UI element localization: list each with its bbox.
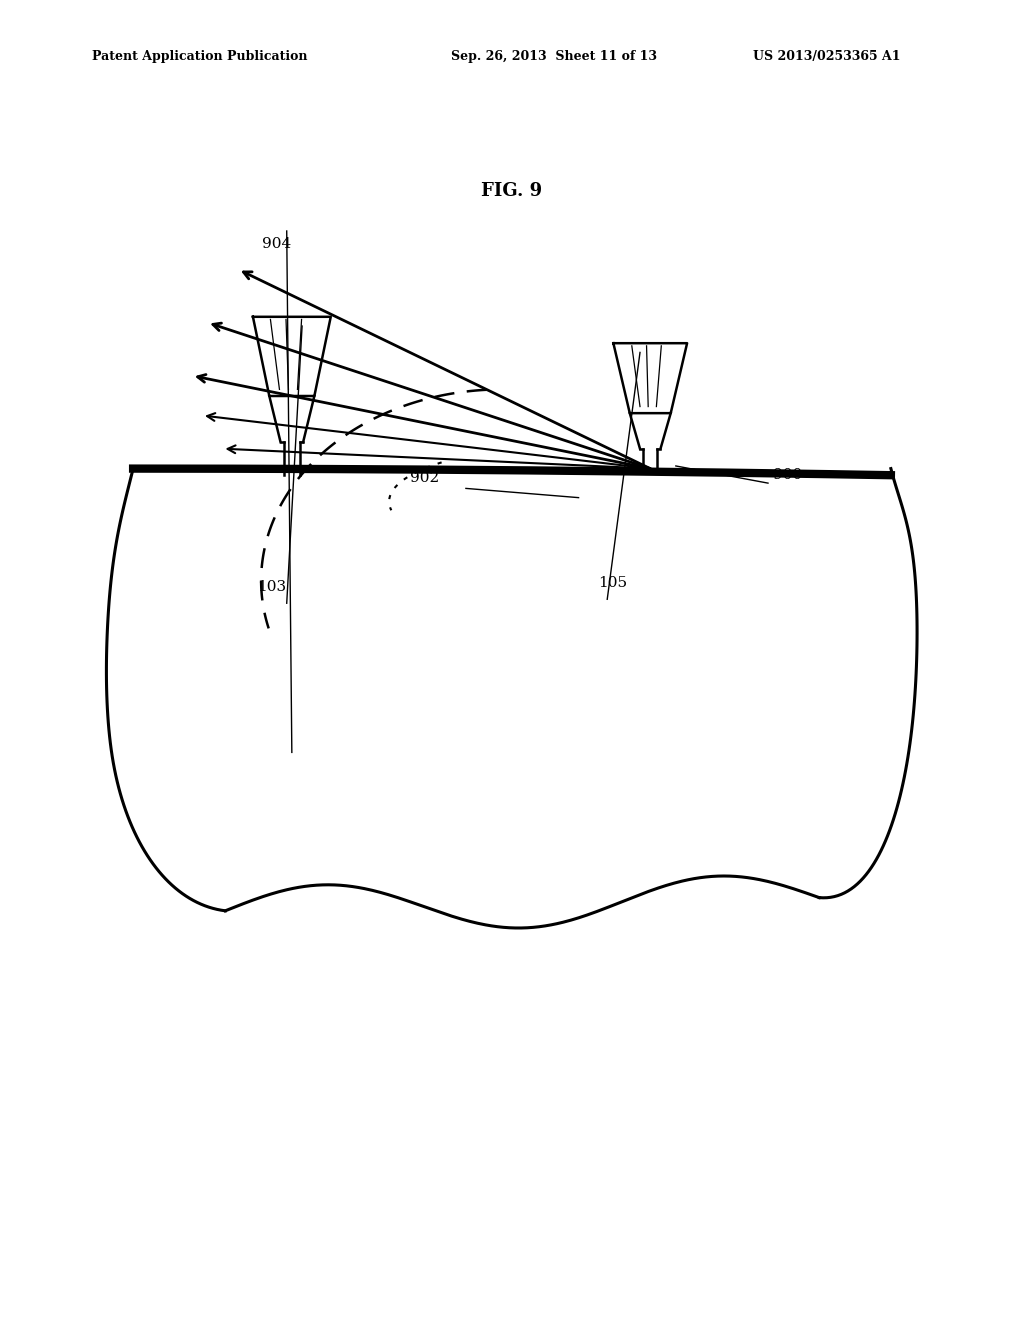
- Text: 105: 105: [598, 577, 627, 590]
- Text: US 2013/0253365 A1: US 2013/0253365 A1: [753, 50, 900, 63]
- Text: 902: 902: [411, 471, 439, 484]
- Text: Patent Application Publication: Patent Application Publication: [92, 50, 307, 63]
- Text: 103: 103: [257, 581, 286, 594]
- Text: FIG. 9: FIG. 9: [481, 182, 543, 201]
- Text: 904: 904: [262, 238, 291, 251]
- Text: Sep. 26, 2013  Sheet 11 of 13: Sep. 26, 2013 Sheet 11 of 13: [451, 50, 656, 63]
- Text: 900: 900: [773, 469, 803, 482]
